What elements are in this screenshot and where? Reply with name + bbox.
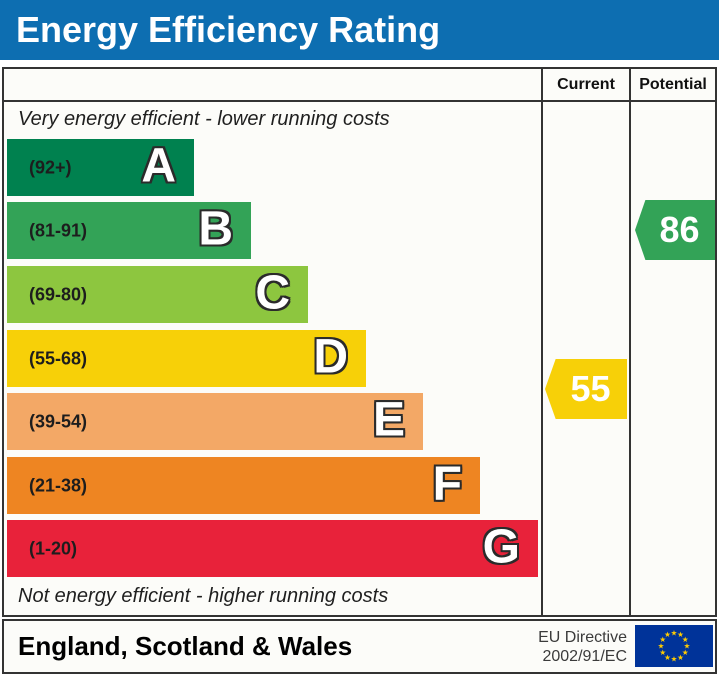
band-g-range: (1-20) (29, 538, 78, 558)
band-c-range: (69-80) (29, 284, 88, 304)
band-a: (92+) A (7, 139, 194, 196)
potential-value: 86 (659, 209, 700, 250)
svg-text:★: ★ (659, 635, 666, 644)
rating-table: Current Potential Very energy efficient … (2, 67, 717, 617)
band-a-range: (92+) (29, 157, 72, 177)
band-e-letter: E (372, 393, 405, 447)
current-value: 55 (570, 368, 611, 409)
svg-text:★: ★ (664, 630, 671, 639)
footer: England, Scotland & Wales EU Directive 2… (2, 619, 717, 674)
svg-text:★: ★ (671, 629, 678, 638)
svg-text:★: ★ (659, 648, 666, 657)
svg-text:★: ★ (682, 635, 689, 644)
band-f-letter: F (432, 457, 462, 511)
band-c-letter: C (255, 266, 290, 320)
current-column-header: Current (557, 76, 615, 93)
svg-text:★: ★ (658, 642, 665, 651)
top-note: Very energy efficient - lower running co… (18, 108, 390, 130)
band-e-range: (39-54) (29, 411, 88, 431)
band-b-range: (81-91) (29, 220, 88, 240)
band-b-letter: B (198, 202, 233, 256)
band-e: (39-54) E (7, 393, 423, 450)
band-b: (81-91) B (7, 202, 251, 259)
band-f: (21-38) F (7, 457, 480, 514)
eu-directive-line2: 2002/91/EC (542, 647, 627, 665)
title-bar: Energy Efficiency Rating (0, 0, 719, 60)
potential-column-header: Potential (639, 76, 707, 93)
eu-directive-line1: EU Directive (538, 628, 627, 646)
svg-text:★: ★ (677, 653, 684, 662)
eu-flag-icon: ★ ★ ★ ★ ★ ★ ★ ★ ★ ★ ★ ★ (635, 625, 713, 667)
band-d-range: (55-68) (29, 348, 88, 368)
band-f-range: (21-38) (29, 475, 88, 495)
svg-text:★: ★ (682, 648, 689, 657)
band-d: (55-68) D (7, 330, 366, 387)
svg-text:★: ★ (684, 642, 691, 651)
band-g-letter: G (482, 520, 520, 574)
current-indicator: 55 (545, 359, 627, 419)
bottom-note: Not energy efficient - higher running co… (18, 585, 389, 607)
potential-column-divider (629, 69, 631, 615)
band-c: (69-80) C (7, 266, 308, 323)
current-column-divider (541, 69, 543, 615)
potential-indicator: 86 (635, 200, 715, 260)
region-label: England, Scotland & Wales (18, 631, 353, 661)
table-header-row: Current Potential (4, 69, 715, 102)
page-title: Energy Efficiency Rating (16, 9, 441, 50)
band-d-letter: D (313, 330, 348, 384)
svg-text:★: ★ (677, 630, 684, 639)
band-a-letter: A (141, 139, 176, 193)
eu-directive-label: EU Directive 2002/91/EC (538, 628, 627, 666)
svg-text:★: ★ (671, 655, 678, 664)
band-g: (1-20) G (7, 520, 538, 577)
svg-text:★: ★ (664, 653, 671, 662)
